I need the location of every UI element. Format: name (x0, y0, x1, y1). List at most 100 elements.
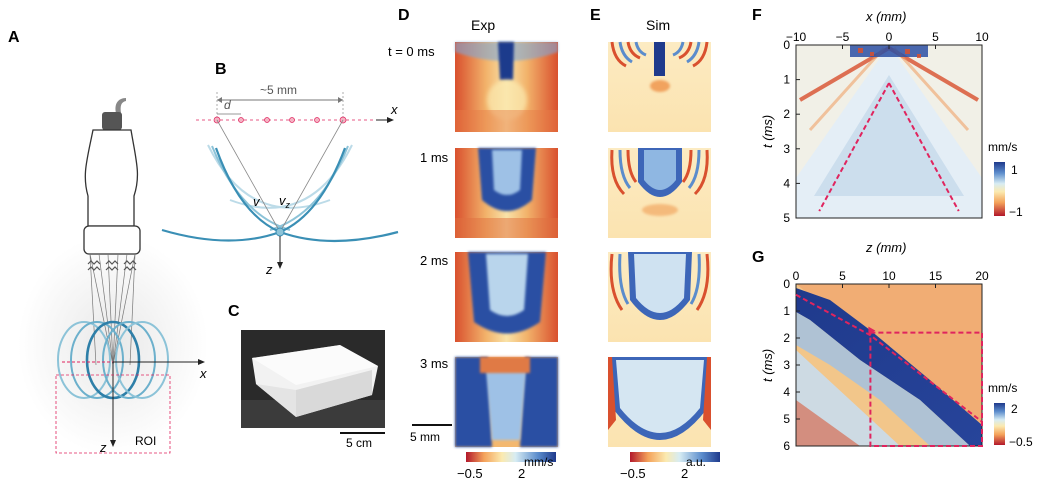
f-colorbar-unit: mm/s (988, 140, 1017, 154)
f-xtick-label: 0 (886, 30, 893, 44)
g-guide-line (795, 293, 983, 423)
e-colorbar (630, 452, 720, 462)
coil-icons (87, 260, 137, 271)
panel-f-letter: F (752, 7, 762, 24)
d-colorbar-min: −0.5 (457, 466, 483, 481)
panel-d: D Exp t = 0 ms 1 ms 2 ms 3 ms (388, 7, 558, 481)
f-ytick-label: 4 (783, 176, 790, 190)
g-guides (795, 293, 984, 448)
b-v-label: v (253, 194, 261, 209)
e-colorbar-max: 2 (681, 466, 688, 481)
d-colorbar-max: 2 (518, 466, 525, 481)
c-scalebar-label: 5 cm (346, 436, 372, 450)
f-ytick-label: 5 (783, 211, 790, 225)
f-ylabel: t (ms) (760, 115, 775, 148)
b-vz-main: v (279, 193, 287, 208)
d-time-1: 1 ms (420, 150, 449, 165)
g-colorbar-min: −0.5 (1009, 435, 1033, 449)
f-guide-line (818, 82, 890, 212)
g-xtick-label: 10 (882, 269, 896, 283)
d-time-3: 3 ms (420, 356, 449, 371)
g-ytick-label: 6 (783, 439, 790, 453)
g-wave-band (796, 288, 982, 446)
exp-frame-3 (455, 357, 558, 447)
e-colorbar-unit: a.u. (686, 455, 706, 469)
d-time-0: t = 0 ms (388, 44, 435, 59)
f-xlabel: x (mm) (865, 9, 906, 24)
f-colorbar (994, 162, 1005, 216)
f-yticks: 0 1 2 3 4 5 (783, 38, 800, 225)
f-xticks: −10 −5 0 5 10 (786, 30, 989, 49)
g-ylabel: t (ms) (760, 349, 775, 382)
a-z-label: z (99, 440, 107, 455)
panel-e-letter: E (590, 7, 601, 24)
panel-b-letter: B (215, 61, 227, 78)
g-xtick-label: 0 (793, 269, 800, 283)
f-xtick-label: 10 (975, 30, 989, 44)
f-xtick-label: −10 (786, 30, 807, 44)
g-marker-icon (868, 326, 876, 335)
panel-a-glow (18, 235, 208, 455)
exp-frame-1 (455, 148, 558, 238)
f-guide-line (888, 82, 960, 212)
d-time-2: 2 ms (420, 253, 449, 268)
g-ytick-label: 4 (783, 385, 790, 399)
f-ytick-label: 0 (783, 38, 790, 52)
panel-a: A (8, 29, 208, 455)
a-x-label: x (199, 366, 207, 381)
d-colorbar (466, 452, 556, 462)
f-xtick-label: −5 (836, 30, 850, 44)
g-colorbar (994, 403, 1005, 445)
g-yticks: 0 1 2 3 4 5 6 (783, 277, 800, 453)
d-scalebar-label: 5 mm (410, 430, 440, 444)
f-xtick-label: 5 (932, 30, 939, 44)
g-xtick-label: 20 (975, 269, 989, 283)
b-d-label: d (224, 98, 231, 112)
f-colorbar-max: 1 (1011, 163, 1018, 177)
roi-label: ROI (135, 434, 156, 448)
g-ytick-label: 1 (783, 304, 790, 318)
panel-g-letter: G (752, 249, 764, 266)
focus-dot (275, 227, 285, 237)
d-colorbar-unit: mm/s (524, 455, 553, 469)
g-xticks: 0 5 10 15 20 (793, 269, 989, 288)
b-x-label: x (390, 102, 398, 117)
b-z-label: z (265, 262, 273, 277)
g-ytick-label: 0 (783, 277, 790, 291)
sim-frame-2 (608, 252, 711, 342)
panel-c-letter: C (228, 303, 240, 320)
g-colorbar-max: 2 (1011, 402, 1018, 416)
b-span-label: ~5 mm (260, 83, 297, 97)
panel-b: B ~5 mm d x v vz z (161, 61, 399, 277)
roi-box (55, 374, 171, 454)
exp-frame-0 (455, 42, 558, 132)
b-vz-label: vz (279, 193, 291, 210)
wave-rings (57, 320, 169, 400)
panel-c: C 5 cm (228, 303, 385, 450)
g-xlabel: z (mm) (865, 240, 906, 255)
g-xtick-label: 15 (929, 269, 943, 283)
phantom-block-image (252, 345, 378, 417)
f-ytick-label: 2 (783, 107, 790, 121)
g-highlight-box (869, 331, 984, 448)
panel-a-letter: A (8, 29, 20, 46)
exp-frame-2 (455, 252, 558, 342)
e-title: Sim (646, 17, 670, 33)
f-ytick-label: 1 (783, 73, 790, 87)
b-vz-sub: z (285, 200, 291, 210)
g-ytick-label: 3 (783, 358, 790, 372)
g-ytick-label: 2 (783, 331, 790, 345)
g-ytick-label: 5 (783, 412, 790, 426)
g-xtick-label: 5 (839, 269, 846, 283)
sim-frame-3 (608, 357, 711, 447)
sim-frame-1 (608, 148, 711, 238)
f-colorbar-min: −1 (1009, 205, 1023, 219)
ultrasound-probe-icon (83, 98, 141, 255)
panel-e: E Sim (590, 7, 720, 481)
d-title: Exp (471, 17, 495, 33)
f-guides (818, 82, 960, 212)
sim-frame-0 (608, 41, 711, 132)
